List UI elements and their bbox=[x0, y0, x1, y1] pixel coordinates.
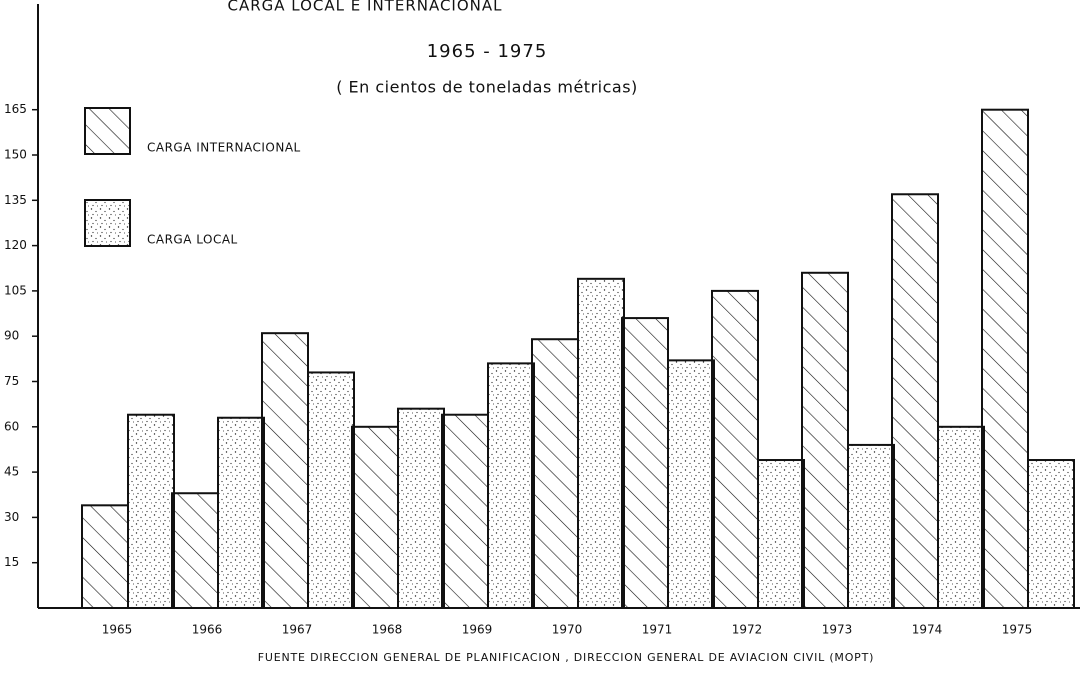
x-tick-label: 1967 bbox=[282, 623, 313, 637]
bar bbox=[217, 416, 265, 609]
bar bbox=[307, 371, 355, 609]
chart-title: CARGA LOCAL E INTERNACIONAL bbox=[227, 0, 502, 15]
y-tick-label: 45 bbox=[4, 465, 19, 479]
legend-label: CARGA INTERNACIONAL bbox=[147, 141, 301, 155]
source-note: FUENTE DIRECCION GENERAL DE PLANIFICACIO… bbox=[258, 651, 874, 664]
bar bbox=[577, 277, 625, 609]
x-tick-label: 1970 bbox=[552, 623, 583, 637]
bar bbox=[711, 289, 759, 609]
legend-swatch bbox=[84, 107, 131, 155]
y-tick-label: 150 bbox=[4, 148, 27, 162]
y-tick-label: 30 bbox=[4, 510, 19, 524]
legend-label: CARGA LOCAL bbox=[147, 233, 238, 247]
bar bbox=[1027, 459, 1075, 609]
bar bbox=[801, 271, 849, 609]
y-tick-label: 15 bbox=[4, 555, 19, 569]
bar bbox=[531, 338, 579, 609]
x-tick-label: 1968 bbox=[372, 623, 403, 637]
bar bbox=[127, 413, 175, 609]
bar bbox=[757, 459, 805, 609]
x-tick-label: 1974 bbox=[912, 623, 943, 637]
bar bbox=[81, 504, 129, 610]
y-tick-label: 75 bbox=[4, 374, 19, 388]
x-tick-label: 1975 bbox=[1002, 623, 1033, 637]
units-label: ( En cientos de toneladas métricas) bbox=[336, 78, 638, 97]
bar bbox=[621, 317, 669, 609]
chart-subtitle: 1965 - 1975 bbox=[427, 41, 548, 62]
x-tick-label: 1972 bbox=[732, 623, 763, 637]
y-tick-label: 135 bbox=[4, 193, 27, 207]
x-tick-label: 1971 bbox=[642, 623, 673, 637]
y-tick-label: 165 bbox=[4, 102, 27, 116]
bar bbox=[397, 407, 445, 609]
x-tick-label: 1969 bbox=[462, 623, 493, 637]
bar bbox=[891, 193, 939, 609]
x-tick-label: 1973 bbox=[822, 623, 853, 637]
y-tick-label: 120 bbox=[4, 238, 27, 252]
bar bbox=[441, 413, 489, 609]
bar bbox=[351, 425, 399, 609]
legend-swatch bbox=[84, 199, 131, 247]
bar bbox=[487, 362, 535, 609]
y-tick-label: 60 bbox=[4, 419, 19, 433]
bar bbox=[847, 443, 895, 610]
bar bbox=[667, 359, 715, 609]
bar bbox=[171, 492, 219, 609]
y-tick-label: 90 bbox=[4, 329, 19, 343]
x-tick-label: 1966 bbox=[192, 623, 223, 637]
y-tick-label: 105 bbox=[4, 283, 27, 297]
x-tick-label: 1965 bbox=[102, 623, 133, 637]
bar bbox=[981, 108, 1029, 609]
bar bbox=[261, 332, 309, 609]
bar bbox=[937, 425, 985, 609]
